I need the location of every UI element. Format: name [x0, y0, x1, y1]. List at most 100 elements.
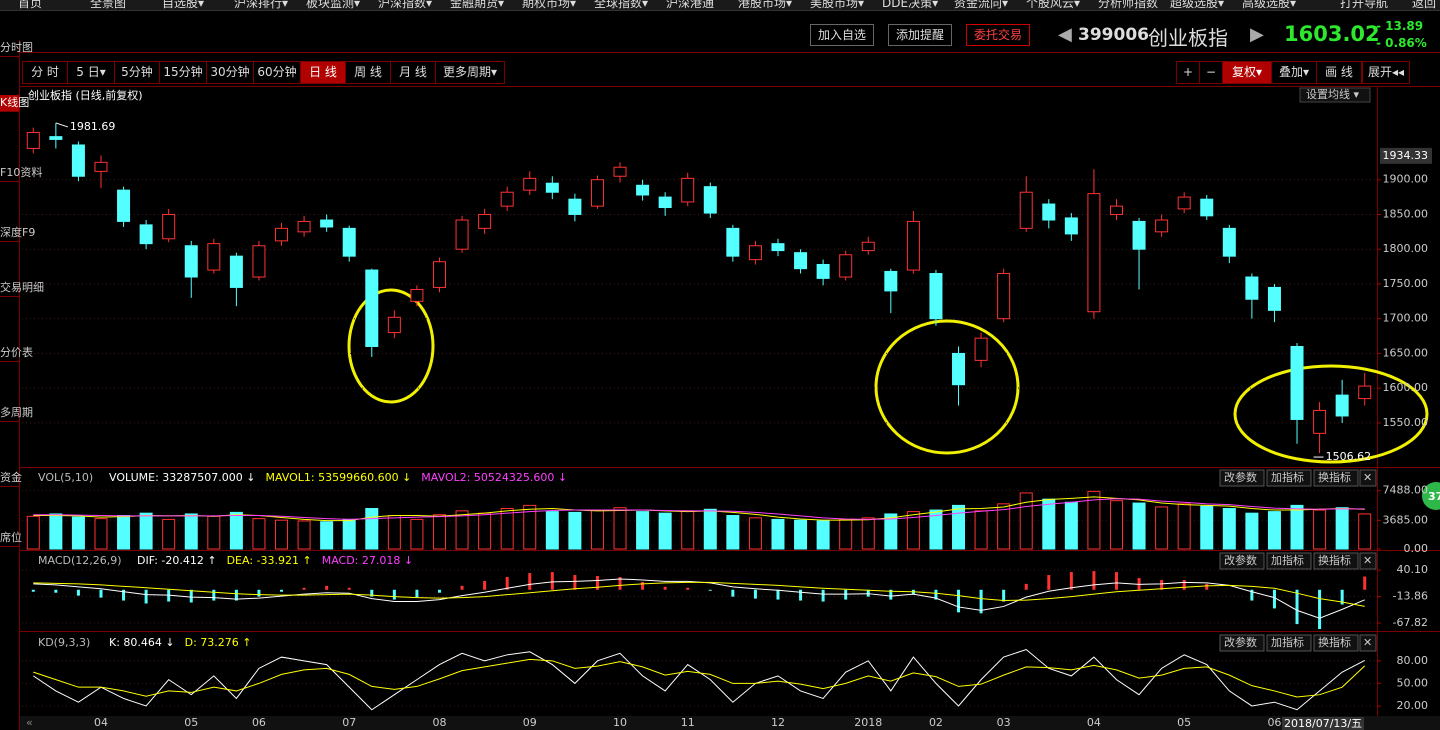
tool-button[interactable]: + — [1176, 61, 1200, 84]
nav-item[interactable]: 超级选股▾ — [1170, 0, 1225, 10]
nav-item[interactable]: 返回 — [1412, 0, 1437, 10]
tool-button[interactable]: 复权▾ — [1222, 61, 1272, 84]
arrow-left[interactable]: ◀ — [1058, 24, 1072, 45]
period-button[interactable]: 15分钟 — [159, 61, 207, 84]
panel-button-label[interactable]: ✕ — [1363, 636, 1372, 649]
panel-button-label[interactable]: 加指标 — [1271, 553, 1304, 567]
period-button[interactable]: 月 线 — [390, 61, 436, 84]
nav-item[interactable]: 自选股▾ — [162, 0, 205, 10]
panel-button-label[interactable]: ✕ — [1363, 554, 1372, 567]
panel-button[interactable] — [1219, 469, 1265, 487]
panel-button-label[interactable]: 改参数 — [1224, 470, 1257, 484]
panel-button[interactable] — [1359, 634, 1377, 652]
volume-bar — [139, 512, 153, 550]
period-button[interactable]: 30分钟 — [206, 61, 254, 84]
period-button[interactable]: 5分钟 — [114, 61, 160, 84]
candle-body — [590, 179, 604, 207]
period-button[interactable]: 分 时 — [22, 61, 68, 84]
scroll-arrow[interactable]: « — [26, 716, 33, 729]
nav-item[interactable]: 资金流向▾ — [954, 0, 1009, 10]
tool-button[interactable]: − — [1199, 61, 1223, 84]
period-button[interactable]: 周 线 — [345, 61, 391, 84]
panel-button[interactable] — [1359, 552, 1377, 570]
indicator-line — [33, 648, 1365, 711]
macd-bar — [257, 589, 261, 597]
badge[interactable] — [1422, 482, 1440, 510]
arrow-right[interactable]: ▶ — [1250, 24, 1264, 45]
nav-item[interactable]: 期权市场▾ — [522, 0, 577, 10]
volume-bar — [432, 514, 446, 550]
nav-item[interactable]: 首页 — [18, 0, 43, 10]
volume-bar — [410, 518, 424, 550]
volume-bar — [1245, 512, 1259, 550]
badge-text[interactable]: 37 — [1428, 490, 1440, 503]
nav-item[interactable]: 板块监测▾ — [306, 0, 361, 10]
period-button[interactable]: 更多周期▾ — [435, 61, 505, 84]
divider — [20, 467, 1440, 468]
macd-bar — [99, 589, 103, 598]
action-button[interactable]: 加入自选 — [810, 24, 875, 46]
candle-body — [636, 184, 650, 196]
tool-button[interactable]: 展开◂◂ — [1362, 61, 1410, 84]
panel-button[interactable] — [1219, 552, 1265, 570]
panel-button[interactable] — [1313, 469, 1359, 487]
y-tick-label: 50.00 — [1397, 676, 1429, 689]
nav-item[interactable]: 沪深港通 — [666, 0, 715, 10]
panel-button[interactable] — [1266, 634, 1312, 652]
panel-button[interactable] — [1313, 634, 1359, 652]
nav-item[interactable]: 全球指数▾ — [594, 0, 649, 10]
panel-button[interactable] — [1219, 634, 1265, 652]
nav-item[interactable]: 个股风云▾ — [1026, 0, 1081, 10]
period-button[interactable]: 日 线 — [300, 61, 346, 84]
macd-bar — [1114, 572, 1118, 590]
volume-bar — [71, 516, 85, 550]
macd-bar — [1024, 583, 1028, 590]
tool-button[interactable]: 叠加▾ — [1271, 61, 1317, 84]
panel-button[interactable] — [1359, 469, 1377, 487]
period-button[interactable]: 5 日▾ — [67, 61, 115, 84]
panel-button-label[interactable]: 加指标 — [1271, 470, 1304, 484]
nav-item[interactable]: 全景图 — [90, 0, 127, 10]
panel-button[interactable] — [1266, 469, 1312, 487]
divider — [20, 550, 1440, 551]
panel-button-label[interactable]: 改参数 — [1224, 553, 1257, 567]
y-tick-label: 1700.00 — [1383, 312, 1429, 325]
panel-button-label[interactable]: 换指标 — [1318, 470, 1351, 484]
panel-button-label[interactable]: ✕ — [1363, 471, 1372, 484]
macd-bar — [189, 589, 193, 603]
candle-body — [1042, 203, 1056, 221]
ma-setting[interactable]: 设置均线 ▾ — [1306, 87, 1359, 101]
panel-button[interactable] — [1313, 552, 1359, 570]
volume-bar — [455, 510, 469, 550]
volume-bar — [478, 512, 492, 550]
panel-button-label[interactable]: 换指标 — [1318, 635, 1351, 649]
nav-item[interactable]: DDE决策▾ — [882, 0, 939, 10]
price: 1603.02 — [1284, 22, 1380, 46]
nav-item[interactable]: 金融期货▾ — [450, 0, 505, 10]
tool-button[interactable]: 画 线 — [1316, 61, 1362, 84]
reading: MAVOL2: 50524325.600 ↓ — [421, 471, 567, 484]
panel-button-label[interactable]: 改参数 — [1224, 635, 1257, 649]
macd-bar — [1272, 589, 1276, 609]
panel-title: 创业板指 (日线,前复权) — [28, 88, 143, 102]
volume-bar — [884, 513, 898, 550]
nav-item[interactable]: 高级选股▾ — [1242, 0, 1297, 10]
ma-button[interactable] — [1299, 87, 1371, 103]
panel-button-label[interactable]: 换指标 — [1318, 553, 1351, 567]
nav-item[interactable]: 港股市场▾ — [738, 0, 793, 10]
panel-button[interactable] — [1266, 552, 1312, 570]
divider — [20, 631, 1440, 632]
candle-body — [929, 273, 943, 320]
nav-item[interactable]: 沪深指数▾ — [378, 0, 433, 10]
action-button[interactable]: 委托交易 — [966, 24, 1031, 46]
nav-item[interactable]: 分析师指数 — [1098, 0, 1159, 10]
nav-item[interactable]: 美股市场▾ — [810, 0, 865, 10]
period-button[interactable]: 60分钟 — [253, 61, 301, 84]
action-button[interactable]: 添加提醒 — [888, 24, 953, 46]
volume-bar — [1177, 503, 1191, 550]
side-tab[interactable]: 资金 — [0, 470, 22, 487]
nav-item[interactable]: 打开导航 — [1340, 0, 1389, 10]
nav-item[interactable]: 沪深排行▾ — [234, 0, 289, 10]
panel-button-label[interactable]: 加指标 — [1271, 635, 1304, 649]
side-tab[interactable]: 席位 — [0, 530, 22, 547]
